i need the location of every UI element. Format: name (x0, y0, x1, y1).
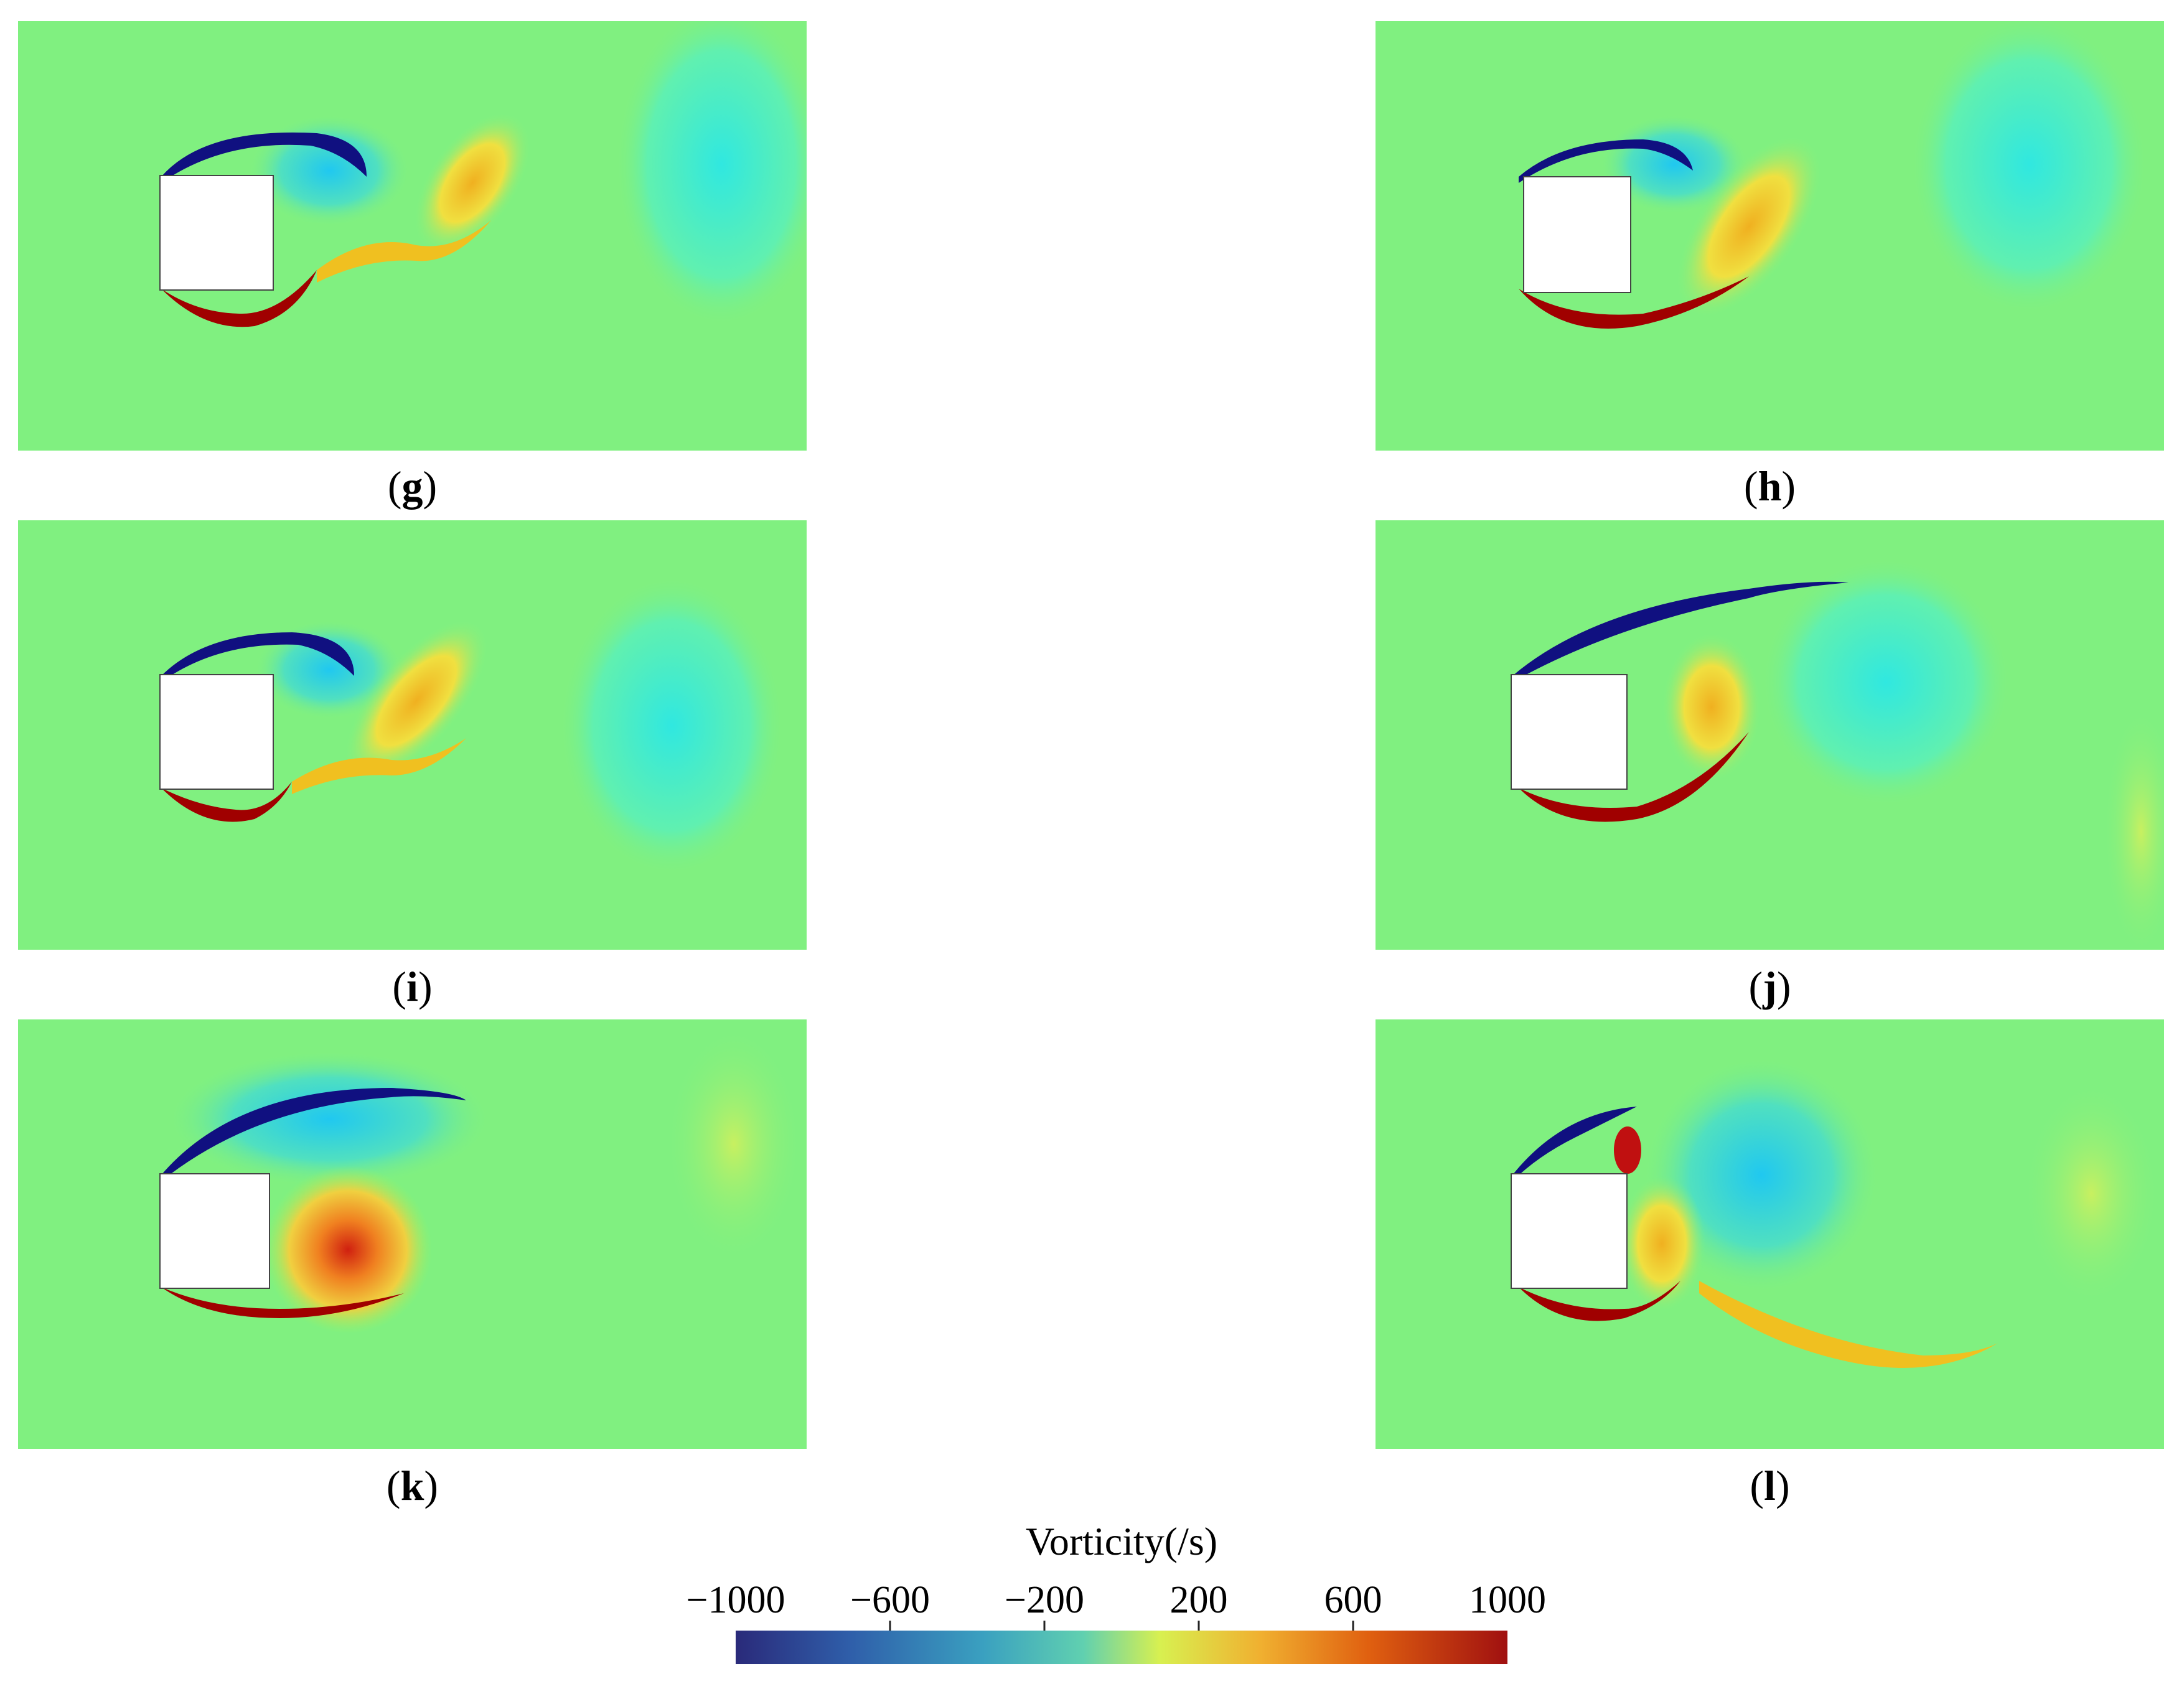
colorbar-tick (1352, 1621, 1354, 1631)
panel-label-l: (l) (1750, 1462, 1790, 1509)
colorbar-tick (889, 1621, 891, 1631)
panel-l (1376, 1019, 2164, 1449)
panel-label-j: (j) (1748, 963, 1791, 1010)
colorbar-title: Vorticity(/s) (1025, 1519, 1218, 1563)
panel-label-k: (k) (386, 1462, 439, 1509)
vorticity-field-l (1376, 1019, 2164, 1449)
vorticity-field-g (18, 21, 807, 451)
colorbar-tick-label: −200 (1005, 1579, 1084, 1621)
panel-h (1376, 21, 2164, 451)
vorticity-field-h (1376, 21, 2164, 451)
panel-label-g: (g) (387, 462, 438, 510)
colorbar-tick-label: 600 (1324, 1579, 1382, 1621)
panel-j (1376, 520, 2164, 950)
colorbar-tick-label: −600 (850, 1579, 930, 1621)
colorbar-tick-label: 200 (1169, 1579, 1228, 1621)
panel-i (18, 520, 807, 950)
colorbar-tick-label: 1000 (1469, 1579, 1546, 1621)
panel-k (18, 1019, 807, 1449)
panel-label-h: (h) (1743, 462, 1796, 510)
panel-label-i: (i) (392, 963, 433, 1010)
colorbar-tick-label: −1000 (686, 1579, 785, 1621)
colorbar-tick (1197, 1621, 1200, 1631)
panel-g (18, 21, 807, 451)
vorticity-field-k (18, 1019, 807, 1449)
vorticity-field-j (1376, 520, 2164, 950)
colorbar-tick (1043, 1621, 1046, 1631)
vorticity-field-i (18, 520, 807, 950)
colorbar (736, 1631, 1507, 1664)
